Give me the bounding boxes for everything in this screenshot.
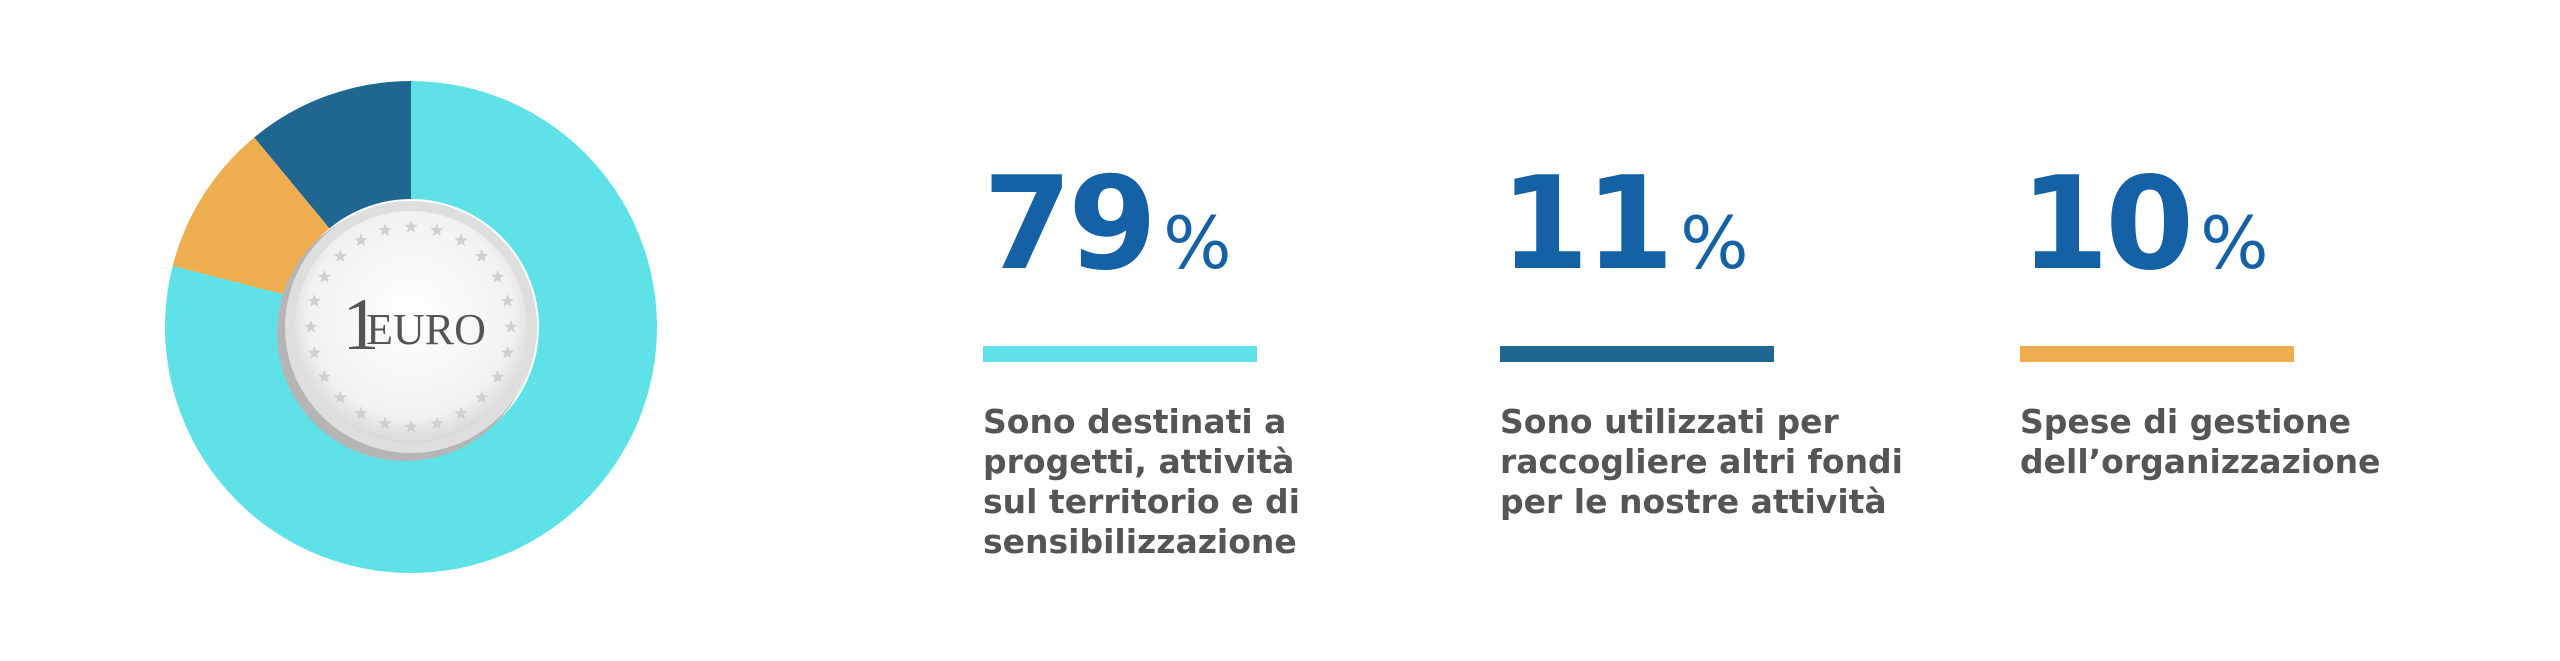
coin-star — [317, 370, 332, 383]
legend-item: 11% Sono utilizzati per raccogliere altri… — [1500, 150, 1980, 522]
coin-star — [430, 223, 444, 237]
stat-unit: % — [1680, 201, 1749, 285]
coin-star — [354, 233, 368, 247]
coin-star — [404, 420, 418, 433]
stat-value: 79 — [983, 150, 1157, 299]
coin-star — [454, 406, 468, 420]
coin-star — [490, 270, 505, 283]
coin-star — [304, 320, 318, 333]
coin-star — [475, 390, 489, 404]
legend-label: Sono utilizzati per raccogliere altri fo… — [1500, 402, 1903, 521]
coin-star — [454, 233, 468, 247]
coin-star — [378, 416, 392, 430]
coin-star — [404, 220, 418, 233]
legend-item: 79% Sono destinati a progetti, attività s… — [983, 150, 1463, 562]
coin-face — [295, 211, 527, 443]
coin-star — [475, 249, 489, 262]
legend-swatch — [2020, 346, 2294, 362]
legend-label: Spese di gestione dell’organizzazione — [2020, 402, 2381, 481]
stat-value-row: 10% — [2020, 150, 2500, 318]
stat-value-row: 11% — [1500, 150, 1980, 318]
coin-text: EURO — [366, 305, 486, 354]
donut-segment — [172, 137, 330, 296]
coin-star — [333, 390, 347, 404]
coin-star — [490, 370, 505, 383]
coin-star — [500, 294, 515, 307]
coin-star — [354, 406, 368, 420]
legend-swatch — [983, 346, 1257, 362]
coin-number: 1 — [343, 284, 380, 366]
stat-value-row: 79% — [983, 150, 1463, 318]
donut-segment — [165, 80, 657, 573]
coin-star — [378, 223, 392, 237]
coin-star — [504, 320, 518, 333]
stat-value: 11 — [1500, 150, 1674, 299]
coin-star — [307, 294, 322, 307]
coin-star — [307, 345, 322, 359]
donut-segment — [254, 81, 411, 229]
coin-star — [430, 416, 444, 430]
coin-star — [500, 345, 515, 359]
stat-value: 10 — [2020, 150, 2194, 299]
coin-star — [333, 249, 347, 262]
legend-swatch — [1500, 346, 1774, 362]
coin-star — [317, 270, 332, 283]
legend-item: 10% Spese di gestione dell’organizzazione — [2020, 150, 2500, 482]
stat-unit: % — [2200, 201, 2269, 285]
legend-label: Sono destinati a progetti, attività sul … — [983, 402, 1300, 561]
stat-unit: % — [1163, 201, 1232, 285]
